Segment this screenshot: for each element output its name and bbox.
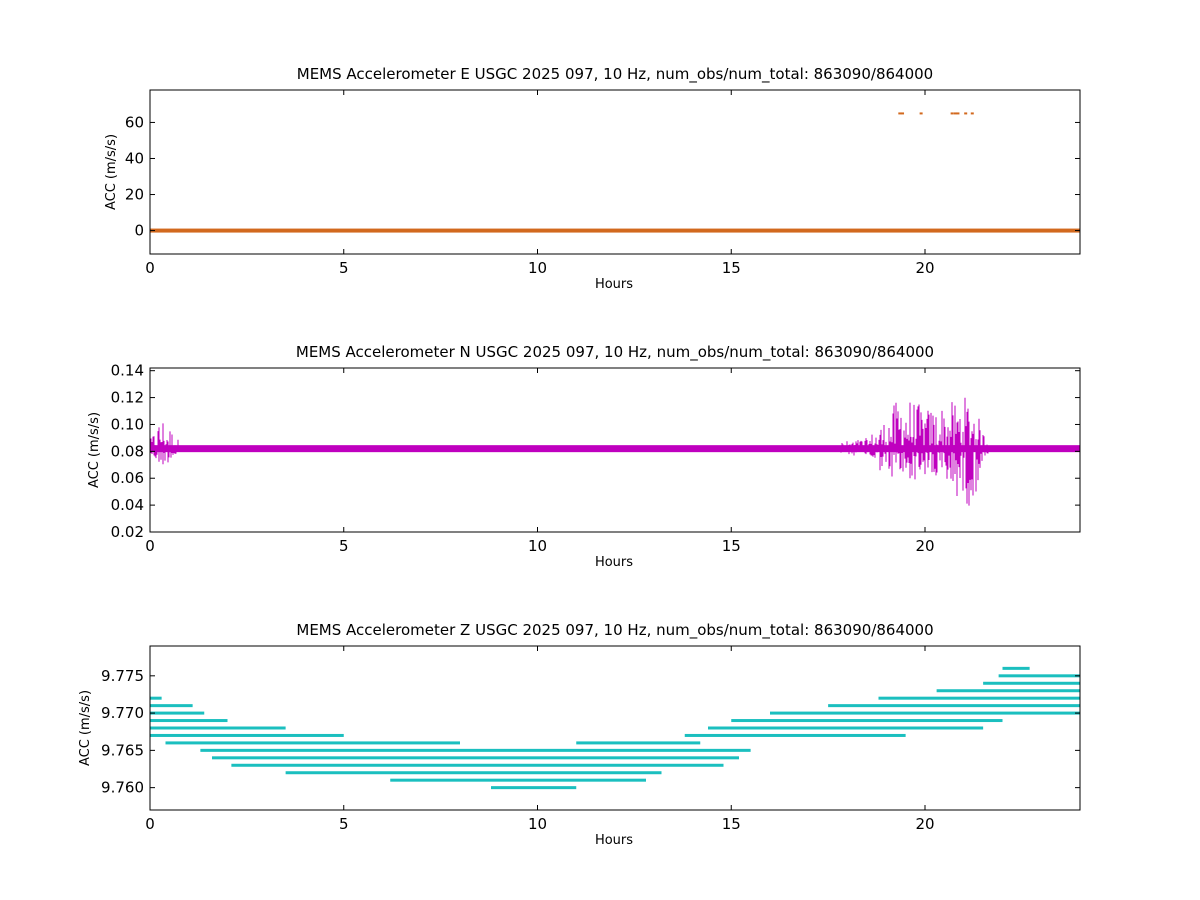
e-outlier-point [970, 112, 974, 115]
x-tick-label: 15 [722, 259, 741, 277]
x-tick-label: 10 [528, 537, 547, 555]
z-level-points [936, 689, 1080, 693]
panel-e: MEMS Accelerometer E USGC 2025 097, 10 H… [104, 65, 1081, 292]
y-tick-label: 0.10 [111, 415, 144, 433]
z-level-points [285, 771, 662, 775]
panel-z-xlabel: Hours [595, 833, 633, 848]
panel-n-title: MEMS Accelerometer N USGC 2025 097, 10 H… [296, 343, 934, 362]
e-outlier-point [901, 112, 905, 115]
x-tick-label: 5 [339, 537, 349, 555]
y-tick-label: 9.775 [101, 667, 144, 685]
z-level-points [878, 696, 1080, 700]
z-level-points [983, 681, 1080, 685]
x-tick-label: 0 [145, 259, 155, 277]
panel-n-ticks: 0 5 10 15 20 0.02 0.04 0.06 0.08 0.10 0.12 0.14 [111, 362, 1080, 555]
x-tick-label: 20 [915, 259, 934, 277]
x-tick-label: 15 [722, 537, 741, 555]
e-outlier-point [919, 112, 923, 115]
e-outlier-point [950, 112, 954, 115]
z-level-points [212, 756, 739, 760]
panel-e-frame [149, 89, 1081, 255]
x-tick-label: 5 [339, 815, 349, 833]
z-level-points [828, 704, 1080, 708]
x-tick-label: 0 [145, 815, 155, 833]
panel-e-plot-area [150, 112, 1080, 233]
z-level-points [200, 748, 751, 752]
panel-n-frame [149, 367, 1081, 533]
x-tick-label: 0 [145, 537, 155, 555]
x-tick-label: 20 [915, 537, 934, 555]
panel-z-plot-area [150, 666, 1080, 790]
z-level-points [708, 726, 984, 730]
z-level-points [998, 674, 1080, 678]
y-tick-label: 9.765 [101, 741, 144, 759]
x-tick-label: 20 [915, 815, 934, 833]
panel-z-frame [149, 645, 1081, 811]
z-level-points [684, 733, 906, 737]
panel-z-ylabel: ACC (m/s/s) [78, 690, 93, 766]
panel-n-plot-area [149, 397, 1080, 506]
z-level-points [150, 726, 286, 730]
y-tick-label: 60 [125, 113, 144, 131]
x-tick-label: 10 [528, 815, 547, 833]
panel-z-title: MEMS Accelerometer Z USGC 2025 097, 10 H… [296, 621, 933, 640]
panel-z-ticks: 0 5 10 15 20 9.760 9.765 9.770 9.775 [101, 646, 1080, 833]
y-tick-label: 0.14 [111, 362, 144, 380]
panel-n: MEMS Accelerometer N USGC 2025 097, 10 H… [87, 343, 1081, 570]
z-level-points [491, 786, 577, 790]
z-level-points [150, 711, 205, 715]
e-outlier-point [956, 112, 960, 115]
z-level-points [150, 696, 162, 700]
e-baseline-points [150, 228, 1080, 233]
y-tick-label: 0.12 [111, 389, 144, 407]
x-tick-label: 15 [722, 815, 741, 833]
panel-e-ticks: 0 5 10 15 20 0 20 40 60 [125, 90, 1080, 277]
y-tick-label: 0.04 [111, 496, 144, 514]
panel-e-title: MEMS Accelerometer E USGC 2025 097, 10 H… [297, 65, 933, 84]
z-level-points [770, 711, 1080, 715]
panel-n-ylabel: ACC (m/s/s) [87, 412, 102, 488]
z-level-points [150, 704, 193, 708]
y-tick-label: 40 [125, 149, 144, 167]
panel-e-ylabel: ACC (m/s/s) [104, 134, 119, 210]
z-level-points [150, 733, 344, 737]
z-level-points [1002, 666, 1030, 670]
x-tick-label: 10 [528, 259, 547, 277]
z-level-points [576, 741, 701, 745]
y-tick-label: 9.760 [101, 779, 144, 797]
z-level-points [231, 763, 724, 767]
panel-n-xlabel: Hours [595, 555, 633, 570]
x-tick-label: 5 [339, 259, 349, 277]
y-tick-label: 9.770 [101, 704, 144, 722]
z-level-points [731, 719, 1003, 723]
e-outlier-point [898, 112, 902, 115]
y-tick-label: 20 [125, 186, 144, 204]
y-tick-label: 0.02 [111, 523, 144, 541]
panel-e-xlabel: Hours [595, 277, 633, 292]
y-tick-label: 0 [134, 222, 144, 240]
panel-z: MEMS Accelerometer Z USGC 2025 097, 10 H… [78, 621, 1081, 848]
e-outlier-point [964, 112, 968, 115]
y-tick-label: 0.08 [111, 442, 144, 460]
z-level-points [390, 778, 646, 782]
z-level-points [150, 719, 228, 723]
e-outlier-point [953, 112, 957, 115]
n-baseline-points [150, 445, 1080, 453]
y-tick-label: 0.06 [111, 469, 144, 487]
z-level-points [165, 741, 460, 745]
